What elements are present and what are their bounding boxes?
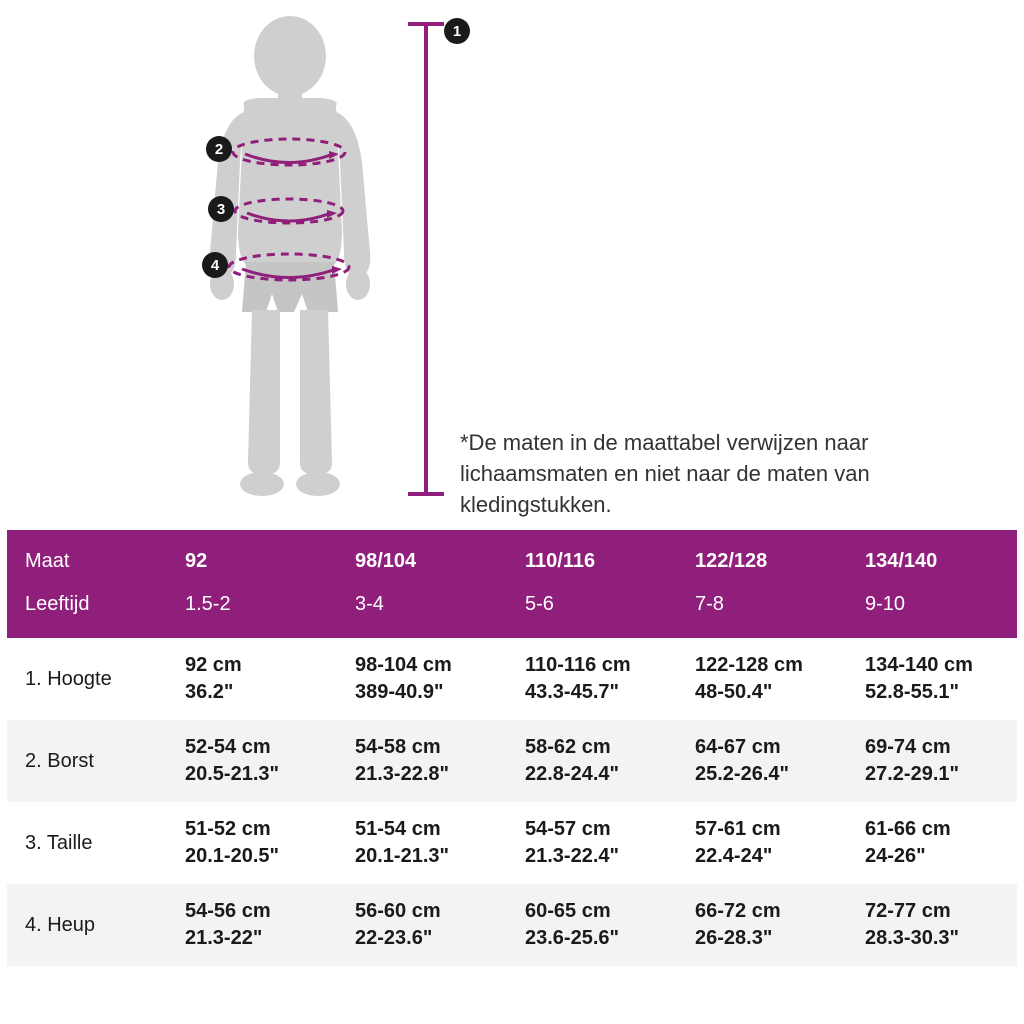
header-size-2: 110/116 — [507, 530, 677, 587]
measurement-cell: 66-72 cm26-28.3" — [677, 884, 847, 966]
measurement-cell: 54-58 cm21.3-22.8" — [337, 720, 507, 802]
header-size-1: 98/104 — [337, 530, 507, 587]
size-chart-container: 1 2 3 4 *De maten in de maattabel verwij… — [0, 0, 1024, 966]
size-table-header: Maat 92 98/104 110/116 122/128 134/140 L… — [7, 530, 1017, 638]
measurement-cell: 72-77 cm28.3-30.3" — [847, 884, 1017, 966]
measurement-cell: 64-67 cm25.2-26.4" — [677, 720, 847, 802]
waist-ellipse-icon — [229, 195, 349, 232]
measurement-cell: 61-66 cm24-26" — [847, 802, 1017, 884]
marker-height: 1 — [444, 18, 470, 44]
table-row: 4. Heup54-56 cm21.3-22"56-60 cm22-23.6"6… — [7, 884, 1017, 966]
marker-hip: 4 — [202, 252, 228, 278]
measurement-cell: 52-54 cm20.5-21.3" — [167, 720, 337, 802]
header-size-3: 122/128 — [677, 530, 847, 587]
measurement-cell: 58-62 cm22.8-24.4" — [507, 720, 677, 802]
size-table: Maat 92 98/104 110/116 122/128 134/140 L… — [7, 530, 1017, 966]
header-age-1: 3-4 — [337, 587, 507, 638]
measurement-cell: 51-52 cm20.1-20.5" — [167, 802, 337, 884]
row-label: 1. Hoogte — [7, 638, 167, 720]
row-label: 4. Heup — [7, 884, 167, 966]
header-age-3: 7-8 — [677, 587, 847, 638]
measurement-cell: 51-54 cm20.1-21.3" — [337, 802, 507, 884]
measurement-cell: 98-104 cm389-40.9" — [337, 638, 507, 720]
header-size-4: 134/140 — [847, 530, 1017, 587]
header-age-2: 5-6 — [507, 587, 677, 638]
row-label: 3. Taille — [7, 802, 167, 884]
table-row: 3. Taille51-52 cm20.1-20.5"51-54 cm20.1-… — [7, 802, 1017, 884]
measurement-cell: 122-128 cm48-50.4" — [677, 638, 847, 720]
measurement-cell: 92 cm36.2" — [167, 638, 337, 720]
marker-chest-label: 2 — [215, 141, 223, 158]
marker-hip-label: 4 — [211, 257, 219, 274]
chest-ellipse-icon — [229, 135, 349, 174]
marker-chest: 2 — [206, 136, 232, 162]
header-size-0: 92 — [167, 530, 337, 587]
measurement-cell: 56-60 cm22-23.6" — [337, 884, 507, 966]
measurement-diagram: 1 2 3 4 *De maten in de maattabel verwij… — [0, 0, 1024, 530]
measurement-cell: 60-65 cm23.6-25.6" — [507, 884, 677, 966]
marker-waist: 3 — [208, 196, 234, 222]
measurement-cell: 134-140 cm52.8-55.1" — [847, 638, 1017, 720]
marker-height-label: 1 — [453, 23, 461, 40]
table-row: 1. Hoogte92 cm36.2"98-104 cm389-40.9"110… — [7, 638, 1017, 720]
measurement-cell: 57-61 cm22.4-24" — [677, 802, 847, 884]
header-leeftijd-label: Leeftijd — [7, 587, 167, 638]
size-table-body: 1. Hoogte92 cm36.2"98-104 cm389-40.9"110… — [7, 638, 1017, 966]
header-age-4: 9-10 — [847, 587, 1017, 638]
header-maat-label: Maat — [7, 530, 167, 587]
header-age-0: 1.5-2 — [167, 587, 337, 638]
table-row: 2. Borst52-54 cm20.5-21.3"54-58 cm21.3-2… — [7, 720, 1017, 802]
measurement-cell: 69-74 cm27.2-29.1" — [847, 720, 1017, 802]
marker-waist-label: 3 — [217, 201, 225, 218]
header-row-size: Maat 92 98/104 110/116 122/128 134/140 — [7, 530, 1017, 587]
measurement-cell: 110-116 cm43.3-45.7" — [507, 638, 677, 720]
hip-ellipse-icon — [224, 250, 354, 289]
measurement-cell: 54-56 cm21.3-22" — [167, 884, 337, 966]
measurement-cell: 54-57 cm21.3-22.4" — [507, 802, 677, 884]
header-row-age: Leeftijd 1.5-2 3-4 5-6 7-8 9-10 — [7, 587, 1017, 638]
height-indicator-icon — [408, 22, 448, 502]
row-label: 2. Borst — [7, 720, 167, 802]
disclaimer-note: *De maten in de maattabel verwijzen naar… — [460, 428, 940, 520]
